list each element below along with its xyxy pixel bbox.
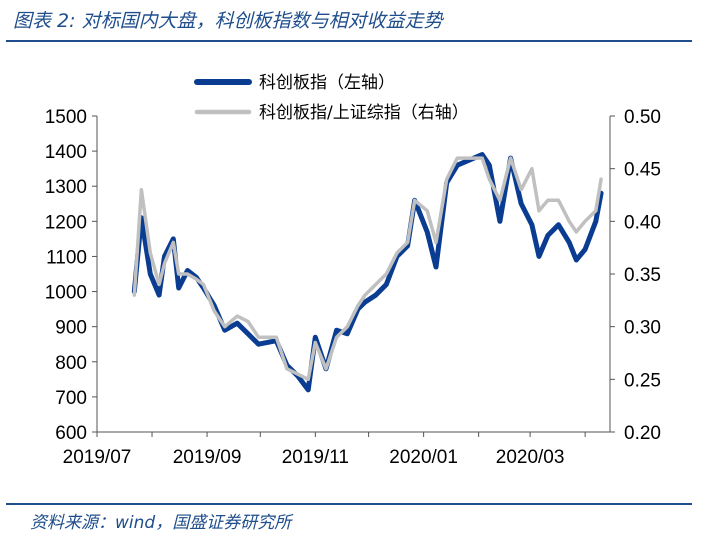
left-tick-label: 700	[55, 388, 87, 409]
left-tick-label: 900	[55, 318, 87, 339]
series-lines	[131, 152, 604, 393]
x-tick-label: 2019/09	[173, 447, 242, 468]
source-divider	[6, 503, 692, 505]
right-tick-label: 0.50	[624, 107, 661, 128]
right-tick-label: 0.20	[624, 423, 661, 444]
x-tick-label: 2019/07	[63, 447, 132, 468]
series-line-kechuang-index	[131, 152, 604, 393]
chart-title: 图表 2: 对标国内大盘，科创板指数与相对收益走势	[13, 10, 443, 32]
legend-label: 科创板指/上证综指（右轴）	[259, 103, 469, 123]
chart: 600 700 800 900 1000 1100 1200 1300 1400 1500 0.20…	[45, 73, 661, 468]
x-tick-label: 2020/01	[389, 447, 458, 468]
left-tick-label: 1500	[45, 107, 87, 128]
left-tick-label: 1100	[46, 247, 87, 268]
series-line-kechuang-vs-shanghai	[132, 156, 603, 382]
x-tick-label: 2019/11	[282, 447, 349, 468]
x-tick-label: 2020/03	[496, 447, 565, 468]
left-tick-label: 1000	[45, 283, 87, 304]
left-tick-label: 1300	[45, 177, 87, 198]
left-tick-label: 1400	[45, 142, 87, 163]
left-tick-label: 800	[55, 353, 87, 374]
legend: 科创板指（左轴） 科创板指/上证综指（右轴）	[194, 73, 469, 123]
title-divider	[6, 40, 692, 42]
right-tick-label: 0.30	[624, 318, 661, 339]
right-tick-label: 0.25	[624, 370, 661, 391]
left-tick-label: 1200	[45, 212, 87, 233]
axes: 600 700 800 900 1000 1100 1200 1300 1400 1500 0.20…	[45, 107, 661, 468]
left-tick-label: 600	[55, 423, 87, 444]
right-tick-label: 0.45	[624, 160, 661, 181]
right-tick-label: 0.40	[624, 212, 661, 233]
right-tick-label: 0.35	[624, 265, 661, 286]
legend-label: 科创板指（左轴）	[259, 73, 395, 93]
source-note: 资料来源：wind，国盛证券研究所	[30, 513, 292, 533]
